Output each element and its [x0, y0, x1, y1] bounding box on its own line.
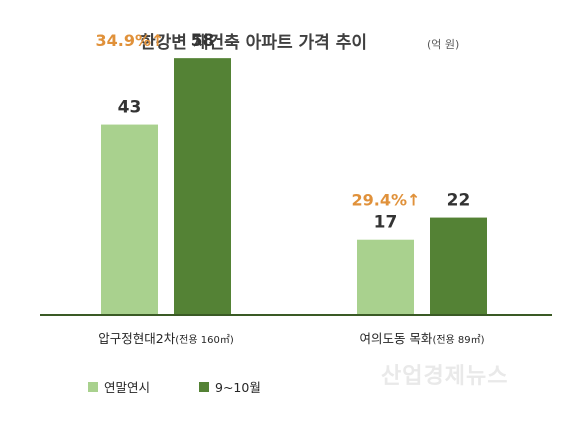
bar-1-series-1 [101, 124, 158, 315]
category-label-2: 여의도동 목화(전용 89㎡) [359, 331, 484, 346]
value-label-1-series-2: 58 [191, 31, 215, 51]
change-label-1: 34.9%↑ [96, 31, 165, 50]
bar-2-series-2 [430, 217, 487, 315]
legend-swatch-series-1 [88, 382, 98, 392]
legend: 연말연시 9~10월 [88, 380, 261, 395]
change-label-2: 29.4%↑ [352, 191, 421, 210]
bar-1-series-2 [174, 58, 231, 316]
category-labels: 압구정현대2차(전용 160㎡) 여의도동 목화(전용 89㎡) [98, 331, 484, 346]
value-label-2-series-1: 17 [374, 213, 398, 233]
bars-layer [101, 58, 487, 316]
chart-title-unit: (억 원) [427, 38, 459, 51]
value-label-1-series-1: 43 [118, 98, 142, 118]
bar-2-series-1 [357, 239, 414, 315]
value-label-2-series-2: 22 [447, 191, 471, 211]
legend-swatch-series-2 [199, 382, 209, 392]
legend-label-series-2: 9~10월 [215, 380, 261, 395]
legend-label-series-1: 연말연시 [104, 380, 150, 395]
labels-layer: 43 58 34.9%↑ 17 22 29.4%↑ [96, 31, 471, 233]
chart-title: 한강변 재건축 아파트 가격 추이 [140, 33, 367, 53]
watermark: 산업경제뉴스 [381, 364, 508, 389]
category-label-1: 압구정현대2차(전용 160㎡) [98, 331, 234, 346]
